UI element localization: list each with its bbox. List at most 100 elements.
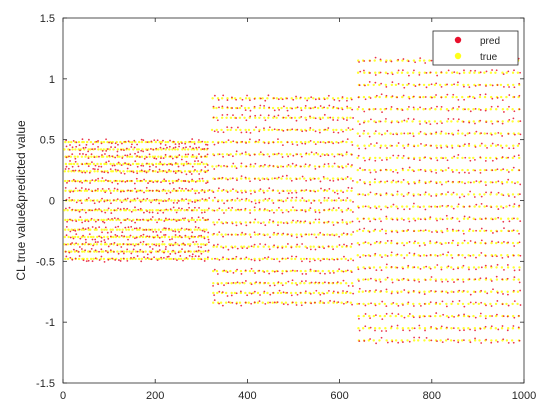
pred-point (110, 142, 113, 145)
pred-point (65, 198, 68, 201)
true-point (307, 209, 311, 212)
pred-point (490, 341, 493, 344)
pred-point (65, 234, 68, 237)
true-point (261, 97, 264, 100)
true-point (356, 229, 359, 233)
pred-point (139, 156, 141, 158)
pred-point (397, 180, 400, 183)
pred-point (98, 259, 101, 261)
pred-point (258, 233, 261, 235)
pred-point (222, 222, 224, 225)
true-point (473, 339, 477, 342)
true-point (422, 229, 425, 233)
pred-point (391, 73, 394, 76)
pred-point (189, 140, 192, 143)
true-point (312, 221, 316, 224)
pred-point (319, 141, 322, 144)
pred-point (246, 294, 249, 297)
true-point (289, 128, 292, 132)
true-point (205, 228, 208, 231)
true-point (340, 233, 344, 236)
true-point (229, 116, 233, 119)
pred-point (95, 179, 97, 181)
pred-point (319, 180, 322, 183)
true-point (279, 291, 283, 295)
true-point (211, 165, 214, 168)
pred-point (231, 198, 234, 201)
true-point (461, 241, 464, 245)
pred-point (419, 304, 422, 307)
pred-point (245, 142, 247, 144)
true-point (271, 301, 274, 304)
true-point (489, 229, 493, 233)
pred-point (244, 301, 247, 304)
true-point (76, 162, 79, 166)
true-point (238, 209, 241, 212)
pred-point (380, 220, 382, 223)
pred-point (474, 158, 476, 161)
pred-point (146, 162, 148, 165)
true-point (489, 144, 493, 147)
true-point (461, 254, 464, 257)
true-point (198, 199, 202, 202)
true-point (183, 228, 186, 231)
pred-point (127, 226, 130, 229)
pred-point (486, 146, 488, 149)
true-point (164, 148, 167, 151)
pred-point (473, 97, 476, 100)
true-point (433, 266, 437, 269)
true-point (89, 179, 92, 183)
pred-point (392, 179, 395, 182)
pred-point (117, 169, 119, 172)
pred-point (369, 206, 372, 209)
true-point (157, 228, 160, 231)
pred-point (216, 273, 219, 275)
true-point (440, 168, 443, 172)
true-point (220, 233, 223, 236)
pred-point (182, 242, 185, 245)
pred-point (65, 255, 68, 258)
true-point (256, 301, 260, 304)
pred-point (139, 241, 142, 244)
true-point (378, 327, 381, 330)
pred-point (490, 133, 493, 136)
pred-point (136, 255, 139, 257)
true-point (477, 108, 481, 111)
pred-point (244, 176, 247, 179)
true-point (138, 170, 142, 173)
true-point (100, 179, 103, 183)
pred-point (409, 132, 411, 135)
pred-point (412, 95, 415, 98)
pred-point (122, 243, 125, 245)
pred-point (276, 301, 279, 303)
true-point (445, 254, 449, 257)
pred-point (94, 238, 97, 241)
true-point (199, 250, 202, 253)
pred-point (346, 99, 348, 102)
pred-point (304, 105, 307, 107)
pred-point (117, 225, 120, 228)
true-point (109, 179, 112, 183)
pred-point (304, 163, 307, 166)
true-point (275, 257, 279, 261)
pred-point (323, 258, 325, 260)
pred-point (458, 220, 461, 223)
pred-point (363, 121, 365, 124)
pred-point (291, 301, 294, 304)
true-point (418, 59, 422, 62)
legend-label-pred: pred (480, 36, 500, 47)
pred-point (319, 300, 322, 302)
pred-point (132, 248, 135, 251)
pred-point (178, 219, 181, 222)
pred-point (223, 269, 226, 272)
pred-point (237, 208, 239, 211)
pred-point (90, 153, 93, 156)
pred-point (397, 82, 400, 85)
pred-point (130, 146, 133, 148)
pred-point (120, 172, 123, 174)
true-point (477, 71, 481, 74)
pred-point (198, 177, 201, 180)
true-point (275, 153, 279, 156)
true-point (284, 245, 288, 248)
pred-point (85, 211, 87, 214)
